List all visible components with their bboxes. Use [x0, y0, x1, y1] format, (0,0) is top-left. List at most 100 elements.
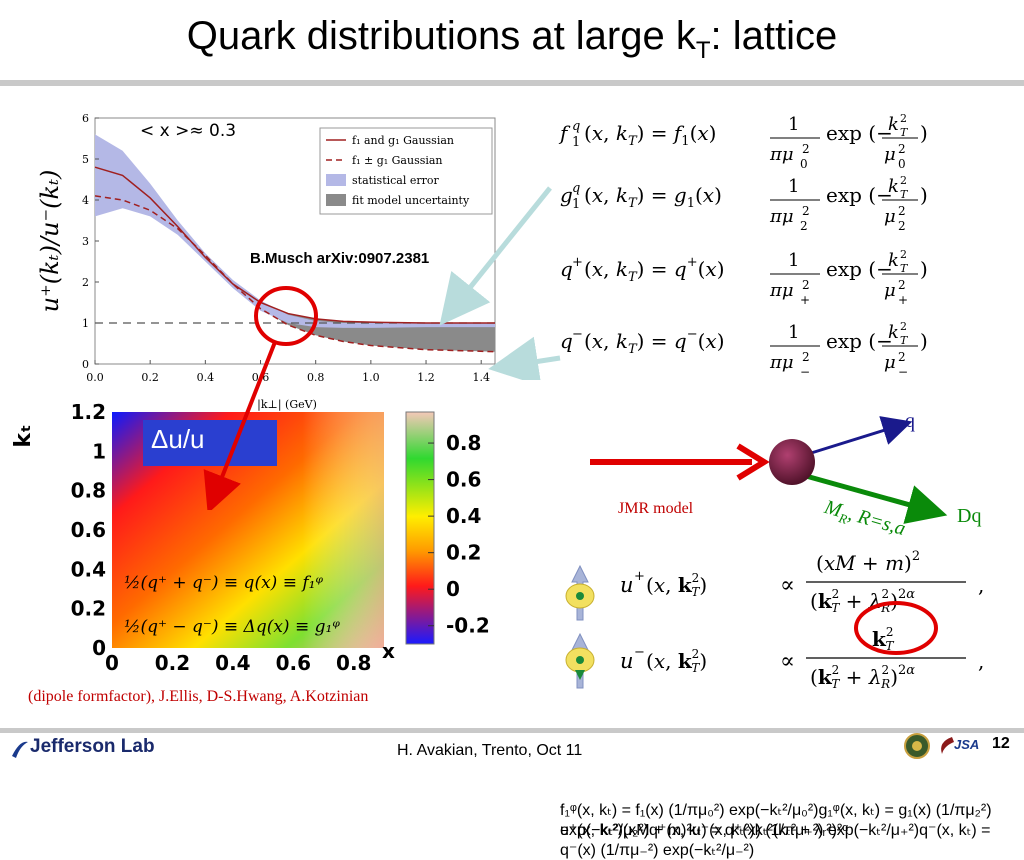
svg-text:): ) [920, 257, 928, 281]
legend-entry: fit model uncertainty [352, 194, 470, 207]
svg-text:(x, k2T): (x, k2 T) [646, 647, 707, 675]
svg-text:u: u [620, 573, 634, 597]
svg-text:,: , [978, 573, 984, 597]
svg-text:1: 1 [788, 322, 799, 343]
svg-text:+: + [800, 293, 810, 307]
svg-text:2: 2 [802, 142, 810, 156]
x-tick-label: 0.2 [141, 371, 159, 384]
svg-text:k2T: k2 T [872, 625, 895, 653]
svg-text:(k2T + λ2R)2α: (k2 T + λ2 R)2α [810, 663, 915, 691]
formfactor-note: (dipole formfactor), J.Ellis, D-S.Hwang,… [28, 688, 369, 705]
pointer-arrows [439, 186, 561, 380]
svg-text:2: 2 [898, 204, 906, 218]
heatmap-title-box: Δu/u [143, 420, 277, 466]
heatmap-x-tick-label: 0.2 [155, 651, 190, 675]
arrow-to-curve [439, 186, 552, 326]
spin-up-icon [565, 564, 595, 621]
nucleon-ball [769, 439, 815, 485]
y-tick-label: 3 [82, 235, 89, 248]
svg-text:2: 2 [898, 350, 906, 364]
svg-text:(x, k2T): (x, k2 T) [646, 571, 707, 599]
heatmap-y-tick-label: 0.4 [71, 557, 106, 581]
footer-presenter-text: H. Avakian, Trento, Oct 11 [397, 742, 583, 759]
series-line-2 [94, 195, 496, 353]
x-tick-label: 0.0 [86, 371, 104, 384]
x-tick-label: 1.2 [417, 371, 435, 384]
svg-text:): ) [920, 329, 928, 353]
svg-text:): ) [920, 183, 928, 207]
svg-text:(k2T + λ2R)2α: (k2 T + λ2 R)2α [810, 587, 915, 615]
particle-q-label: q [905, 410, 915, 432]
svg-text:2: 2 [900, 248, 907, 261]
svg-text:+: + [898, 293, 908, 307]
legend-box [319, 127, 493, 215]
heatmap-x-tick-label: 0.8 [336, 651, 371, 675]
svg-text:πμ: πμ [769, 280, 794, 301]
svg-text:μ: μ [884, 144, 896, 165]
red-arrow [203, 341, 277, 510]
svg-text:exp (−: exp (− [826, 121, 893, 145]
legend-color-swatch [326, 174, 346, 186]
x-tick-label: 1.0 [362, 371, 380, 384]
heatmap-x-tick-label: 0.4 [215, 651, 250, 675]
equation-q-minus: q − (x, kT) = q−(x) 1πμ −2 exp (−k T2μ −2) [560, 320, 928, 379]
x-tick-label: 0.8 [307, 371, 325, 384]
svg-text:exp (−: exp (− [826, 257, 893, 281]
y-tick-label: 5 [82, 153, 89, 166]
legend-entry: f₁ ± g₁ Gaussian [352, 154, 443, 167]
svg-text:exp (−: exp (− [826, 329, 893, 353]
heatmap-eq-sum: ½(q⁺ + q⁻) ≡ q(x) ≡ f₁ᵠ [124, 573, 323, 593]
svg-text:2: 2 [802, 278, 810, 292]
svg-text:2: 2 [898, 278, 906, 292]
title-divider [0, 80, 1024, 86]
jmr-diagram [590, 416, 948, 524]
svg-text:q: q [572, 181, 580, 196]
heatmap-x-tick-label: 0.6 [276, 651, 311, 675]
footer-divider [0, 728, 1024, 733]
spin-icons [565, 564, 595, 689]
svg-text:0: 0 [898, 157, 906, 171]
heatmap-y-tick-label: 0 [92, 636, 106, 660]
svg-text:πμ: πμ [769, 144, 794, 165]
svg-text:2: 2 [898, 219, 906, 233]
svg-text:,: , [978, 649, 984, 673]
svg-text:−: − [634, 645, 645, 660]
svg-text:k: k [888, 322, 899, 343]
colorbar-tick-label: 0.2 [446, 541, 481, 565]
svg-text:+: + [634, 569, 645, 584]
svg-text:−: − [572, 327, 583, 342]
svg-text:2: 2 [900, 320, 907, 333]
y-tick-label: 6 [82, 112, 89, 125]
diquark-line [805, 473, 948, 524]
svg-text:k: k [888, 250, 899, 271]
svg-text:(x, kT) = q+(x): (x, kT) = q+(x) [584, 255, 725, 285]
svg-text:2: 2 [802, 350, 810, 364]
svg-text:−: − [800, 365, 810, 379]
kt-highlight-circle [854, 601, 938, 655]
arrow-to-band [488, 336, 561, 380]
heatmap-eq-diff: ½(q⁺ − q⁻) ≡ Δq(x) ≡ g₁ᵠ [124, 617, 340, 637]
jmr-model-label: JMR model [618, 500, 694, 517]
svg-text:1: 1 [788, 114, 799, 135]
heatmap-y-axis-label: kₜ [11, 424, 36, 447]
equation-u-plus: u + (x, k2 T) ∝ (xM + m)2 (k2 T + λ2 R)2α , [620, 549, 984, 615]
svg-text:T: T [900, 126, 909, 139]
incoming-arrowhead [736, 443, 770, 481]
highlight-overlay [203, 286, 318, 510]
svg-text:πμ: πμ [769, 352, 794, 373]
heatmap-y-tick-label: 0.2 [71, 597, 106, 621]
svg-text:(x, kT) = g1(x): (x, kT) = g1(x) [584, 183, 722, 211]
svg-text:0: 0 [800, 157, 808, 171]
svg-text:q: q [560, 257, 573, 281]
y-axis-label: u⁺(kₜ)/u⁻(kₜ) [36, 170, 64, 313]
colorbar [405, 411, 435, 645]
heatmap-y-tick-label: 0.6 [71, 518, 106, 542]
svg-text:2: 2 [900, 174, 907, 187]
svg-text:(x, kT) = q−(x): (x, kT) = q−(x) [584, 327, 725, 357]
svg-text:2: 2 [898, 142, 906, 156]
y-tick-label: 1 [82, 317, 89, 330]
y-tick-label: 4 [82, 194, 89, 207]
svg-text:μ: μ [884, 352, 896, 373]
citation-label: B.Musch arXiv:0907.2381 [250, 250, 430, 267]
colorbar-tick-label: 0.6 [446, 468, 481, 492]
